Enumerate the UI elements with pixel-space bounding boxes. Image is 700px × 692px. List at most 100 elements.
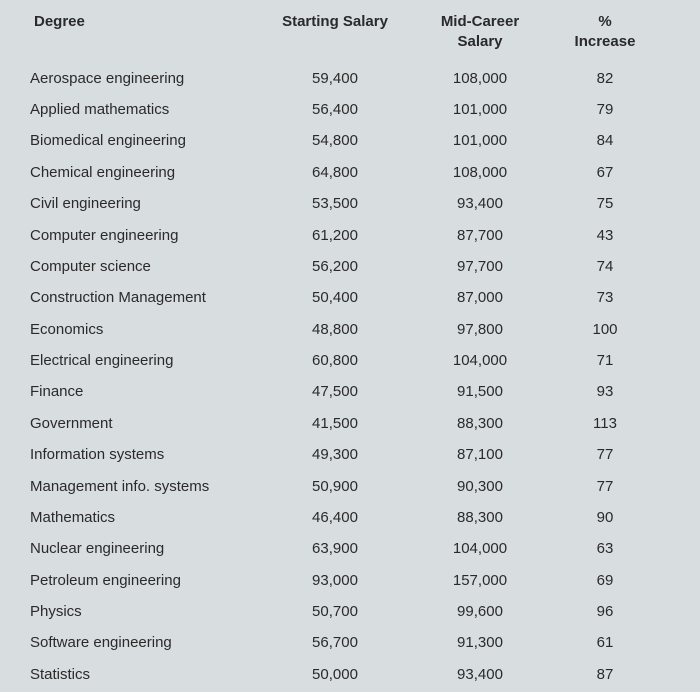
salary-table: Degree Starting Salary Mid-Career Salary…	[28, 12, 672, 690]
cell-starting-salary: 50,400	[260, 290, 410, 305]
header-starting-salary-label: Starting Salary	[282, 13, 388, 30]
cell-starting-salary: 56,200	[260, 259, 410, 274]
header-pct-line2: Increase	[575, 33, 636, 50]
cell-degree: Nuclear engineering	[28, 541, 260, 556]
cell-pct-increase: 43	[550, 228, 660, 243]
cell-pct-increase: 96	[550, 604, 660, 619]
cell-starting-salary: 47,500	[260, 384, 410, 399]
cell-mid-career-salary: 91,500	[410, 384, 550, 399]
table-row: Aerospace engineering59,400108,00082	[28, 63, 672, 94]
table-row: Biomedical engineering54,800101,00084	[28, 125, 672, 156]
cell-degree: Mathematics	[28, 510, 260, 525]
cell-pct-increase: 93	[550, 384, 660, 399]
table-row: Computer engineering61,20087,70043	[28, 219, 672, 250]
header-mid-career-line1: Mid-Career	[441, 13, 519, 30]
cell-pct-increase: 69	[550, 573, 660, 588]
cell-mid-career-salary: 93,400	[410, 667, 550, 682]
table-row: Management info. systems50,90090,30077	[28, 470, 672, 501]
cell-mid-career-salary: 101,000	[410, 102, 550, 117]
table-row: Statistics50,00093,40087	[28, 659, 672, 690]
table-row: Applied mathematics56,400101,00079	[28, 94, 672, 125]
cell-pct-increase: 100	[550, 322, 660, 337]
table-row: Information systems49,30087,10077	[28, 439, 672, 470]
table-row: Construction Management50,40087,00073	[28, 282, 672, 313]
cell-degree: Chemical engineering	[28, 165, 260, 180]
cell-pct-increase: 77	[550, 447, 660, 462]
cell-degree: Information systems	[28, 447, 260, 462]
header-pct-increase: % Increase	[550, 12, 660, 53]
cell-degree: Computer engineering	[28, 228, 260, 243]
cell-pct-increase: 75	[550, 196, 660, 211]
cell-pct-increase: 84	[550, 133, 660, 148]
cell-degree: Economics	[28, 322, 260, 337]
cell-pct-increase: 73	[550, 290, 660, 305]
table-row: Civil engineering53,50093,40075	[28, 188, 672, 219]
cell-degree: Finance	[28, 384, 260, 399]
header-mid-career-salary: Mid-Career Salary	[410, 12, 550, 53]
cell-pct-increase: 63	[550, 541, 660, 556]
cell-mid-career-salary: 91,300	[410, 635, 550, 650]
cell-degree: Physics	[28, 604, 260, 619]
cell-degree: Management info. systems	[28, 479, 260, 494]
cell-degree: Electrical engineering	[28, 353, 260, 368]
cell-mid-career-salary: 99,600	[410, 604, 550, 619]
cell-mid-career-salary: 104,000	[410, 353, 550, 368]
cell-mid-career-salary: 93,400	[410, 196, 550, 211]
cell-degree: Construction Management	[28, 290, 260, 305]
cell-pct-increase: 77	[550, 479, 660, 494]
cell-mid-career-salary: 97,700	[410, 259, 550, 274]
cell-degree: Civil engineering	[28, 196, 260, 211]
table-row: Nuclear engineering63,900104,00063	[28, 533, 672, 564]
cell-mid-career-salary: 87,000	[410, 290, 550, 305]
cell-degree: Petroleum engineering	[28, 573, 260, 588]
header-starting-salary: Starting Salary	[260, 12, 410, 53]
table-row: Chemical engineering64,800108,00067	[28, 157, 672, 188]
cell-mid-career-salary: 104,000	[410, 541, 550, 556]
cell-mid-career-salary: 88,300	[410, 510, 550, 525]
cell-mid-career-salary: 97,800	[410, 322, 550, 337]
cell-pct-increase: 79	[550, 102, 660, 117]
table-row: Physics50,70099,60096	[28, 596, 672, 627]
cell-starting-salary: 46,400	[260, 510, 410, 525]
cell-degree: Software engineering	[28, 635, 260, 650]
cell-starting-salary: 50,700	[260, 604, 410, 619]
cell-starting-salary: 53,500	[260, 196, 410, 211]
cell-degree: Government	[28, 416, 260, 431]
cell-starting-salary: 59,400	[260, 71, 410, 86]
header-pct-line1: %	[598, 13, 611, 30]
cell-starting-salary: 50,000	[260, 667, 410, 682]
cell-degree: Biomedical engineering	[28, 133, 260, 148]
cell-starting-salary: 48,800	[260, 322, 410, 337]
cell-pct-increase: 113	[550, 416, 660, 431]
cell-starting-salary: 64,800	[260, 165, 410, 180]
cell-starting-salary: 41,500	[260, 416, 410, 431]
table-row: Mathematics46,40088,30090	[28, 502, 672, 533]
table-row: Finance47,50091,50093	[28, 376, 672, 407]
header-degree: Degree	[28, 12, 260, 53]
header-mid-career-line2: Salary	[457, 33, 502, 50]
table-row: Government41,50088,300113	[28, 408, 672, 439]
table-header-row: Degree Starting Salary Mid-Career Salary…	[28, 12, 672, 53]
cell-mid-career-salary: 108,000	[410, 71, 550, 86]
cell-pct-increase: 67	[550, 165, 660, 180]
cell-starting-salary: 50,900	[260, 479, 410, 494]
table-row: Petroleum engineering93,000157,00069	[28, 565, 672, 596]
cell-starting-salary: 93,000	[260, 573, 410, 588]
table-row: Computer science56,20097,70074	[28, 251, 672, 282]
cell-starting-salary: 54,800	[260, 133, 410, 148]
cell-mid-career-salary: 87,100	[410, 447, 550, 462]
cell-pct-increase: 90	[550, 510, 660, 525]
cell-degree: Applied mathematics	[28, 102, 260, 117]
cell-starting-salary: 63,900	[260, 541, 410, 556]
table-row: Electrical engineering60,800104,00071	[28, 345, 672, 376]
cell-pct-increase: 71	[550, 353, 660, 368]
cell-pct-increase: 82	[550, 71, 660, 86]
cell-mid-career-salary: 108,000	[410, 165, 550, 180]
cell-pct-increase: 61	[550, 635, 660, 650]
cell-starting-salary: 49,300	[260, 447, 410, 462]
cell-mid-career-salary: 88,300	[410, 416, 550, 431]
cell-starting-salary: 60,800	[260, 353, 410, 368]
cell-mid-career-salary: 101,000	[410, 133, 550, 148]
table-row: Software engineering56,70091,30061	[28, 627, 672, 658]
cell-degree: Aerospace engineering	[28, 71, 260, 86]
